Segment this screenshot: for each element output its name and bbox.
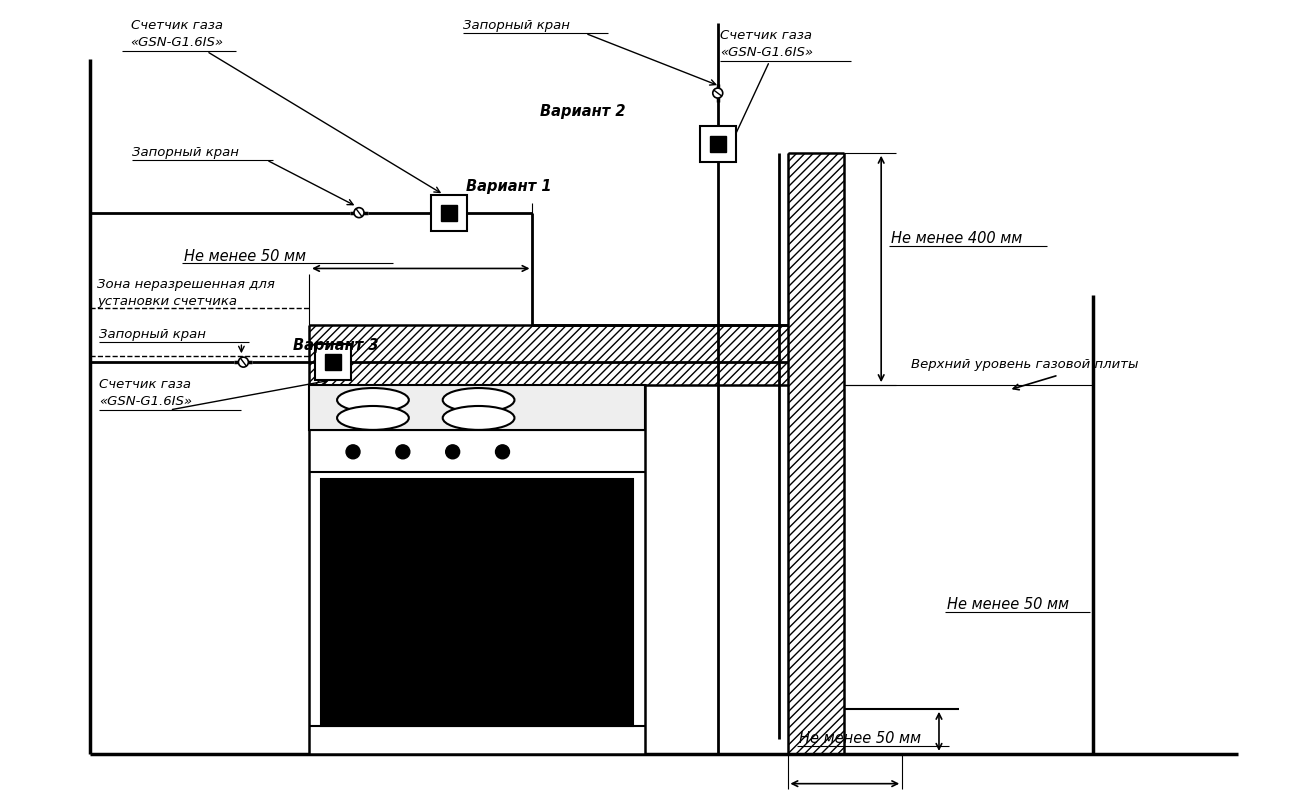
Bar — [326, 354, 341, 371]
Bar — [709, 136, 726, 152]
Text: Не менее 400 мм: Не менее 400 мм — [891, 231, 1022, 245]
Text: Не менее 50 мм: Не менее 50 мм — [183, 249, 306, 264]
Text: Запорный кран: Запорный кран — [132, 146, 239, 159]
Text: Вариант 2: Вариант 2 — [540, 104, 625, 119]
Bar — [309, 326, 788, 385]
Text: Вариант 3: Вариант 3 — [293, 338, 379, 353]
Bar — [309, 385, 645, 430]
Circle shape — [395, 445, 410, 459]
Bar — [441, 205, 457, 221]
Bar — [700, 126, 735, 162]
Text: Счетчик газа: Счетчик газа — [720, 30, 811, 43]
Text: Счетчик газа: Счетчик газа — [99, 378, 191, 391]
Bar — [322, 479, 633, 726]
Bar — [788, 153, 844, 754]
Circle shape — [346, 445, 360, 459]
Ellipse shape — [443, 406, 514, 430]
Text: Запорный кран: Запорный кран — [463, 19, 570, 32]
Text: установки счетчика: установки счетчика — [97, 295, 236, 308]
Bar — [430, 195, 466, 231]
Text: Зона неразрешенная для: Зона неразрешенная для — [97, 278, 275, 291]
Text: Не менее 50 мм: Не менее 50 мм — [800, 731, 921, 746]
Ellipse shape — [337, 388, 408, 412]
Circle shape — [713, 88, 722, 98]
Circle shape — [446, 445, 460, 459]
Text: Вариант 1: Вариант 1 — [465, 179, 552, 194]
Ellipse shape — [337, 406, 408, 430]
Ellipse shape — [443, 388, 514, 412]
Text: «GSN-G1.6IS»: «GSN-G1.6IS» — [720, 47, 813, 59]
Text: «GSN-G1.6IS»: «GSN-G1.6IS» — [130, 36, 224, 49]
Text: Счетчик газа: Счетчик газа — [130, 19, 222, 32]
Bar — [315, 344, 351, 380]
Bar — [309, 385, 645, 754]
Circle shape — [354, 208, 364, 217]
Text: Верхний уровень газовой плиты: Верхний уровень газовой плиты — [911, 358, 1138, 371]
Text: «GSN-G1.6IS»: «GSN-G1.6IS» — [99, 395, 193, 408]
Circle shape — [239, 357, 248, 367]
Circle shape — [496, 445, 509, 459]
Text: Не менее 50 мм: Не менее 50 мм — [947, 597, 1068, 612]
Text: Запорный кран: Запорный кран — [99, 328, 205, 342]
